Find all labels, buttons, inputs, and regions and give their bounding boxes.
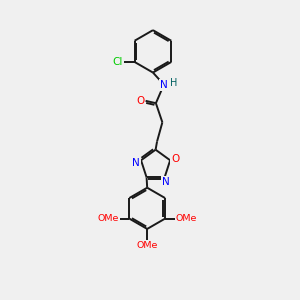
Text: N: N <box>132 158 140 168</box>
Text: OMe: OMe <box>176 214 197 223</box>
Text: O: O <box>136 96 144 106</box>
Text: H: H <box>170 78 177 88</box>
Text: Cl: Cl <box>112 57 123 67</box>
Text: OMe: OMe <box>98 214 119 223</box>
Text: O: O <box>171 154 179 164</box>
Text: OMe: OMe <box>136 241 158 250</box>
Text: N: N <box>160 80 168 90</box>
Text: N: N <box>162 176 170 187</box>
